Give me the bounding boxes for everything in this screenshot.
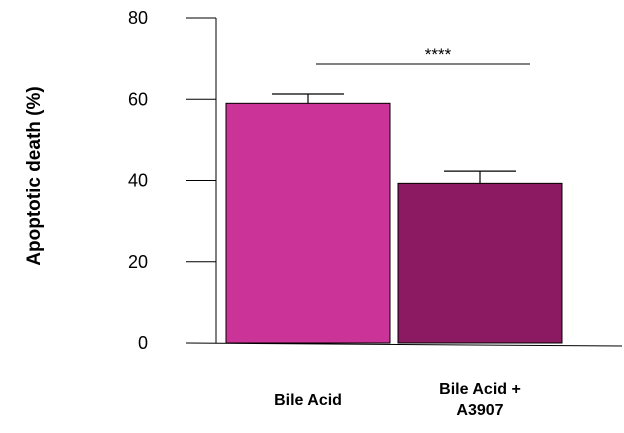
- x-category-label: Bile Acid +: [439, 381, 521, 398]
- y-tick-label: 40: [128, 171, 148, 191]
- bar-1: [225, 102, 391, 344]
- y-axis-title: Apoptotic death (%): [24, 86, 45, 265]
- x-axis-category-labels: Bile Acid Bile Acid + A3907: [274, 381, 521, 419]
- y-tick-label: 0: [138, 333, 148, 353]
- bar-2: [397, 182, 563, 344]
- x-category-label: A3907: [456, 402, 503, 419]
- y-axis-ticks: 0 20 40 60 80: [128, 8, 216, 353]
- y-tick-label: 80: [128, 8, 148, 28]
- significance-label: ****: [425, 45, 452, 64]
- bars: [225, 102, 563, 344]
- significance-annotation: ****: [316, 45, 530, 65]
- y-tick-label: 60: [128, 89, 148, 109]
- y-tick-label: 20: [128, 252, 148, 272]
- x-category-label: Bile Acid: [274, 392, 342, 409]
- error-bars: [272, 93, 516, 184]
